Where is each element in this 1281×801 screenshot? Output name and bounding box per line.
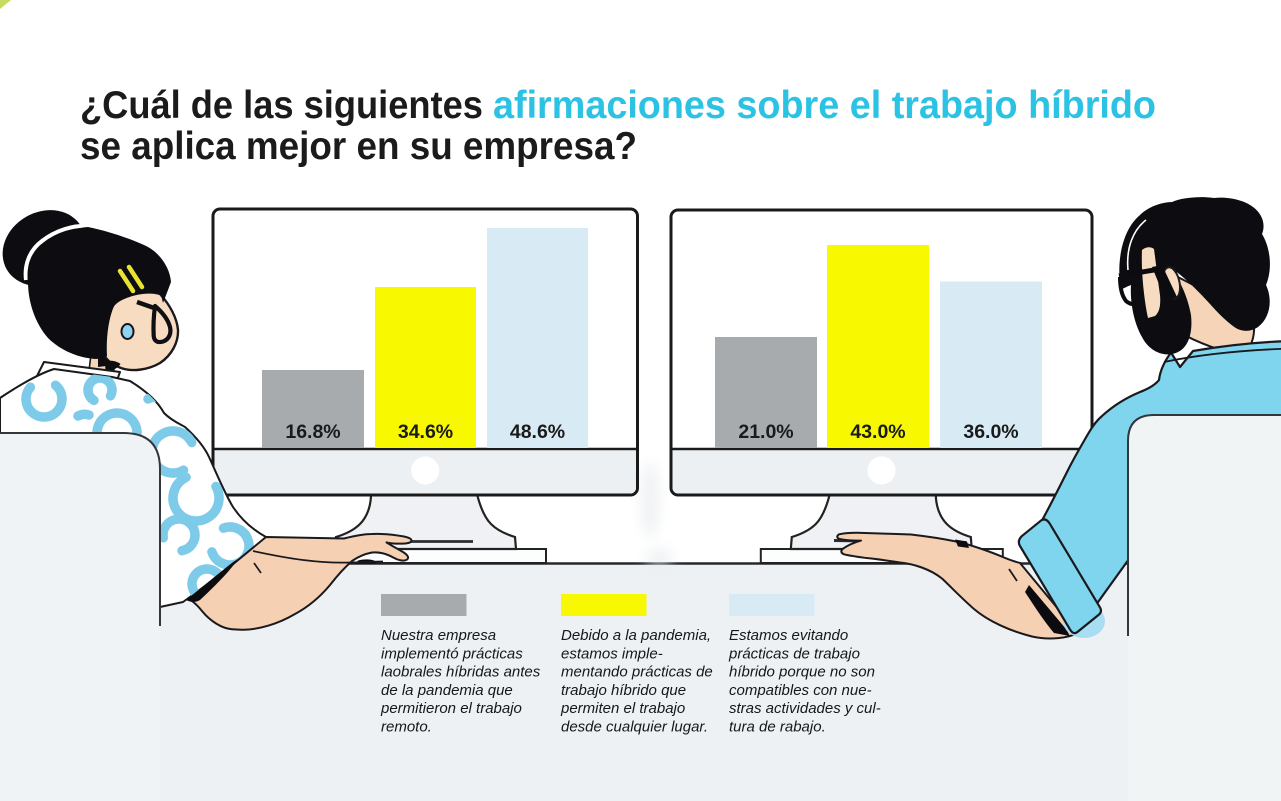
svg-text:permiten el trabajo: permiten el trabajo xyxy=(560,700,685,717)
svg-text:stras actividades y cul-: stras actividades y cul- xyxy=(729,700,881,717)
svg-text:compatibles con nue-: compatibles con nue- xyxy=(729,682,872,699)
svg-text:34.6%: 34.6% xyxy=(398,421,453,443)
svg-text:Estamos evitando: Estamos evitando xyxy=(729,627,848,644)
svg-text:de la pandemia que: de la pandemia que xyxy=(381,682,513,699)
svg-text:prácticas de trabajo: prácticas de trabajo xyxy=(728,645,860,662)
svg-text:implementó prácticas: implementó prácticas xyxy=(381,645,523,662)
svg-text:21.0%: 21.0% xyxy=(738,421,793,443)
svg-text:36.0%: 36.0% xyxy=(963,421,1018,443)
svg-text:se aplica mejor en su empresa?: se aplica mejor en su empresa? xyxy=(80,125,637,168)
svg-text:Debido a la pandemia,: Debido a la pandemia, xyxy=(561,627,711,644)
svg-text:remoto.: remoto. xyxy=(381,719,432,736)
svg-text:16.8%: 16.8% xyxy=(285,421,340,443)
svg-text:desde cualquier lugar.: desde cualquier lugar. xyxy=(561,719,708,736)
svg-text:¿Cuál de las siguientes afirma: ¿Cuál de las siguientes afirmaciones sob… xyxy=(80,84,1156,127)
svg-text:estamos imple-: estamos imple- xyxy=(561,645,663,662)
svg-text:permitieron el trabajo: permitieron el trabajo xyxy=(380,700,522,717)
svg-text:tura de rabajo.: tura de rabajo. xyxy=(729,719,826,736)
svg-text:mentando prácticas de: mentando prácticas de xyxy=(561,664,713,681)
svg-text:laobrales híbridas antes: laobrales híbridas antes xyxy=(381,664,541,681)
svg-text:trabajo híbrido que: trabajo híbrido que xyxy=(561,682,686,699)
svg-text:43.0%: 43.0% xyxy=(850,421,905,443)
svg-text:Nuestra empresa: Nuestra empresa xyxy=(381,627,496,644)
svg-text:híbrido porque no son: híbrido porque no son xyxy=(729,664,875,681)
svg-text:48.6%: 48.6% xyxy=(510,421,565,443)
